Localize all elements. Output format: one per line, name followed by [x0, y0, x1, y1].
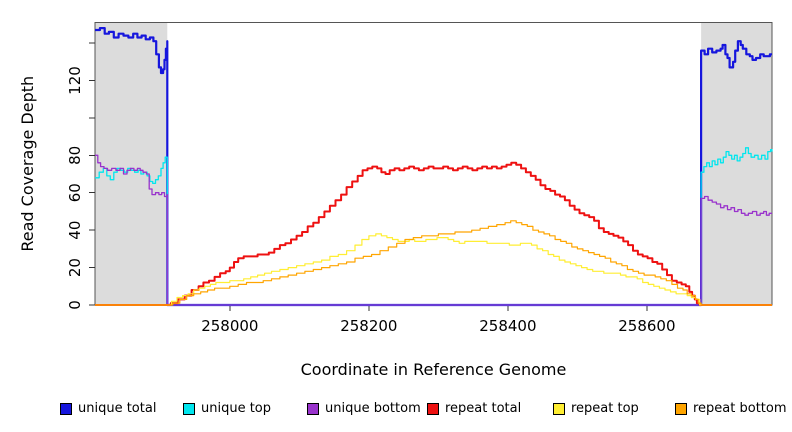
series-unique-top: [95, 147, 773, 306]
y-axis-tick-label: 20: [66, 258, 84, 277]
series-unique-bottom: [95, 154, 772, 306]
y-axis-tick-label: 0: [66, 300, 84, 310]
series-repeat-total: [95, 161, 772, 306]
y-axis-title: Read Coverage Depth: [18, 76, 37, 252]
x-axis-tick-label: 258400: [479, 317, 536, 335]
x-axis-tick-label: 258200: [340, 317, 397, 335]
shaded-region-right: [701, 22, 772, 305]
y-axis-tick-label: 120: [66, 66, 84, 95]
y-axis-tick-label: 60: [66, 183, 84, 202]
series-repeat-top: [95, 233, 772, 306]
x-axis-tick-label: 258000: [201, 317, 258, 335]
x-axis-tick-label: 258600: [618, 317, 675, 335]
series-repeat-bottom: [95, 220, 772, 306]
plot-box: [94, 22, 773, 306]
y-axis-tick-label: 40: [66, 221, 84, 240]
series-unique-total: [95, 27, 772, 307]
y-axis-tick-label: 80: [66, 146, 84, 165]
shaded-region-left: [95, 22, 168, 305]
x-axis-title: Coordinate in Reference Genome: [301, 360, 567, 379]
